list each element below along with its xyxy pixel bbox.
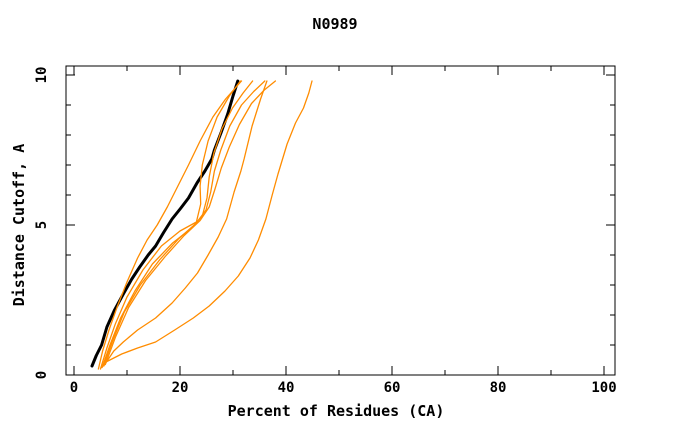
tick-labels: 0 20 40 60 80 100 0 5 10 — [34, 67, 617, 396]
x-tick-label: 80 — [490, 380, 507, 396]
y-axis-label: Distance Cutoff, A — [10, 144, 28, 307]
chart-title: N0989 — [312, 15, 357, 33]
model-curve-7 — [106, 80, 313, 363]
x-tick-label: 0 — [70, 380, 78, 396]
y-tick-label: 10 — [34, 67, 50, 84]
x-tick-label: 20 — [172, 380, 189, 396]
y-tick-label: 0 — [34, 371, 50, 379]
target-curve-black — [90, 79, 240, 368]
model-curve-1 — [97, 80, 243, 370]
model-curve-4 — [103, 80, 266, 367]
frame-rect — [65, 65, 616, 376]
plot-frame — [65, 65, 616, 376]
model-curve-6 — [103, 80, 268, 367]
axis-ticks — [66, 66, 615, 376]
data-curves — [90, 79, 313, 370]
x-tick-label: 60 — [384, 380, 401, 396]
model-curve-3 — [101, 80, 254, 369]
model-curve-2 — [99, 80, 242, 370]
x-tick-label: 40 — [278, 380, 295, 396]
model-curve-5 — [104, 80, 277, 366]
x-axis-label: Percent of Residues (CA) — [228, 402, 445, 420]
y-tick-label: 5 — [34, 221, 50, 229]
x-tick-label: 100 — [591, 380, 616, 396]
